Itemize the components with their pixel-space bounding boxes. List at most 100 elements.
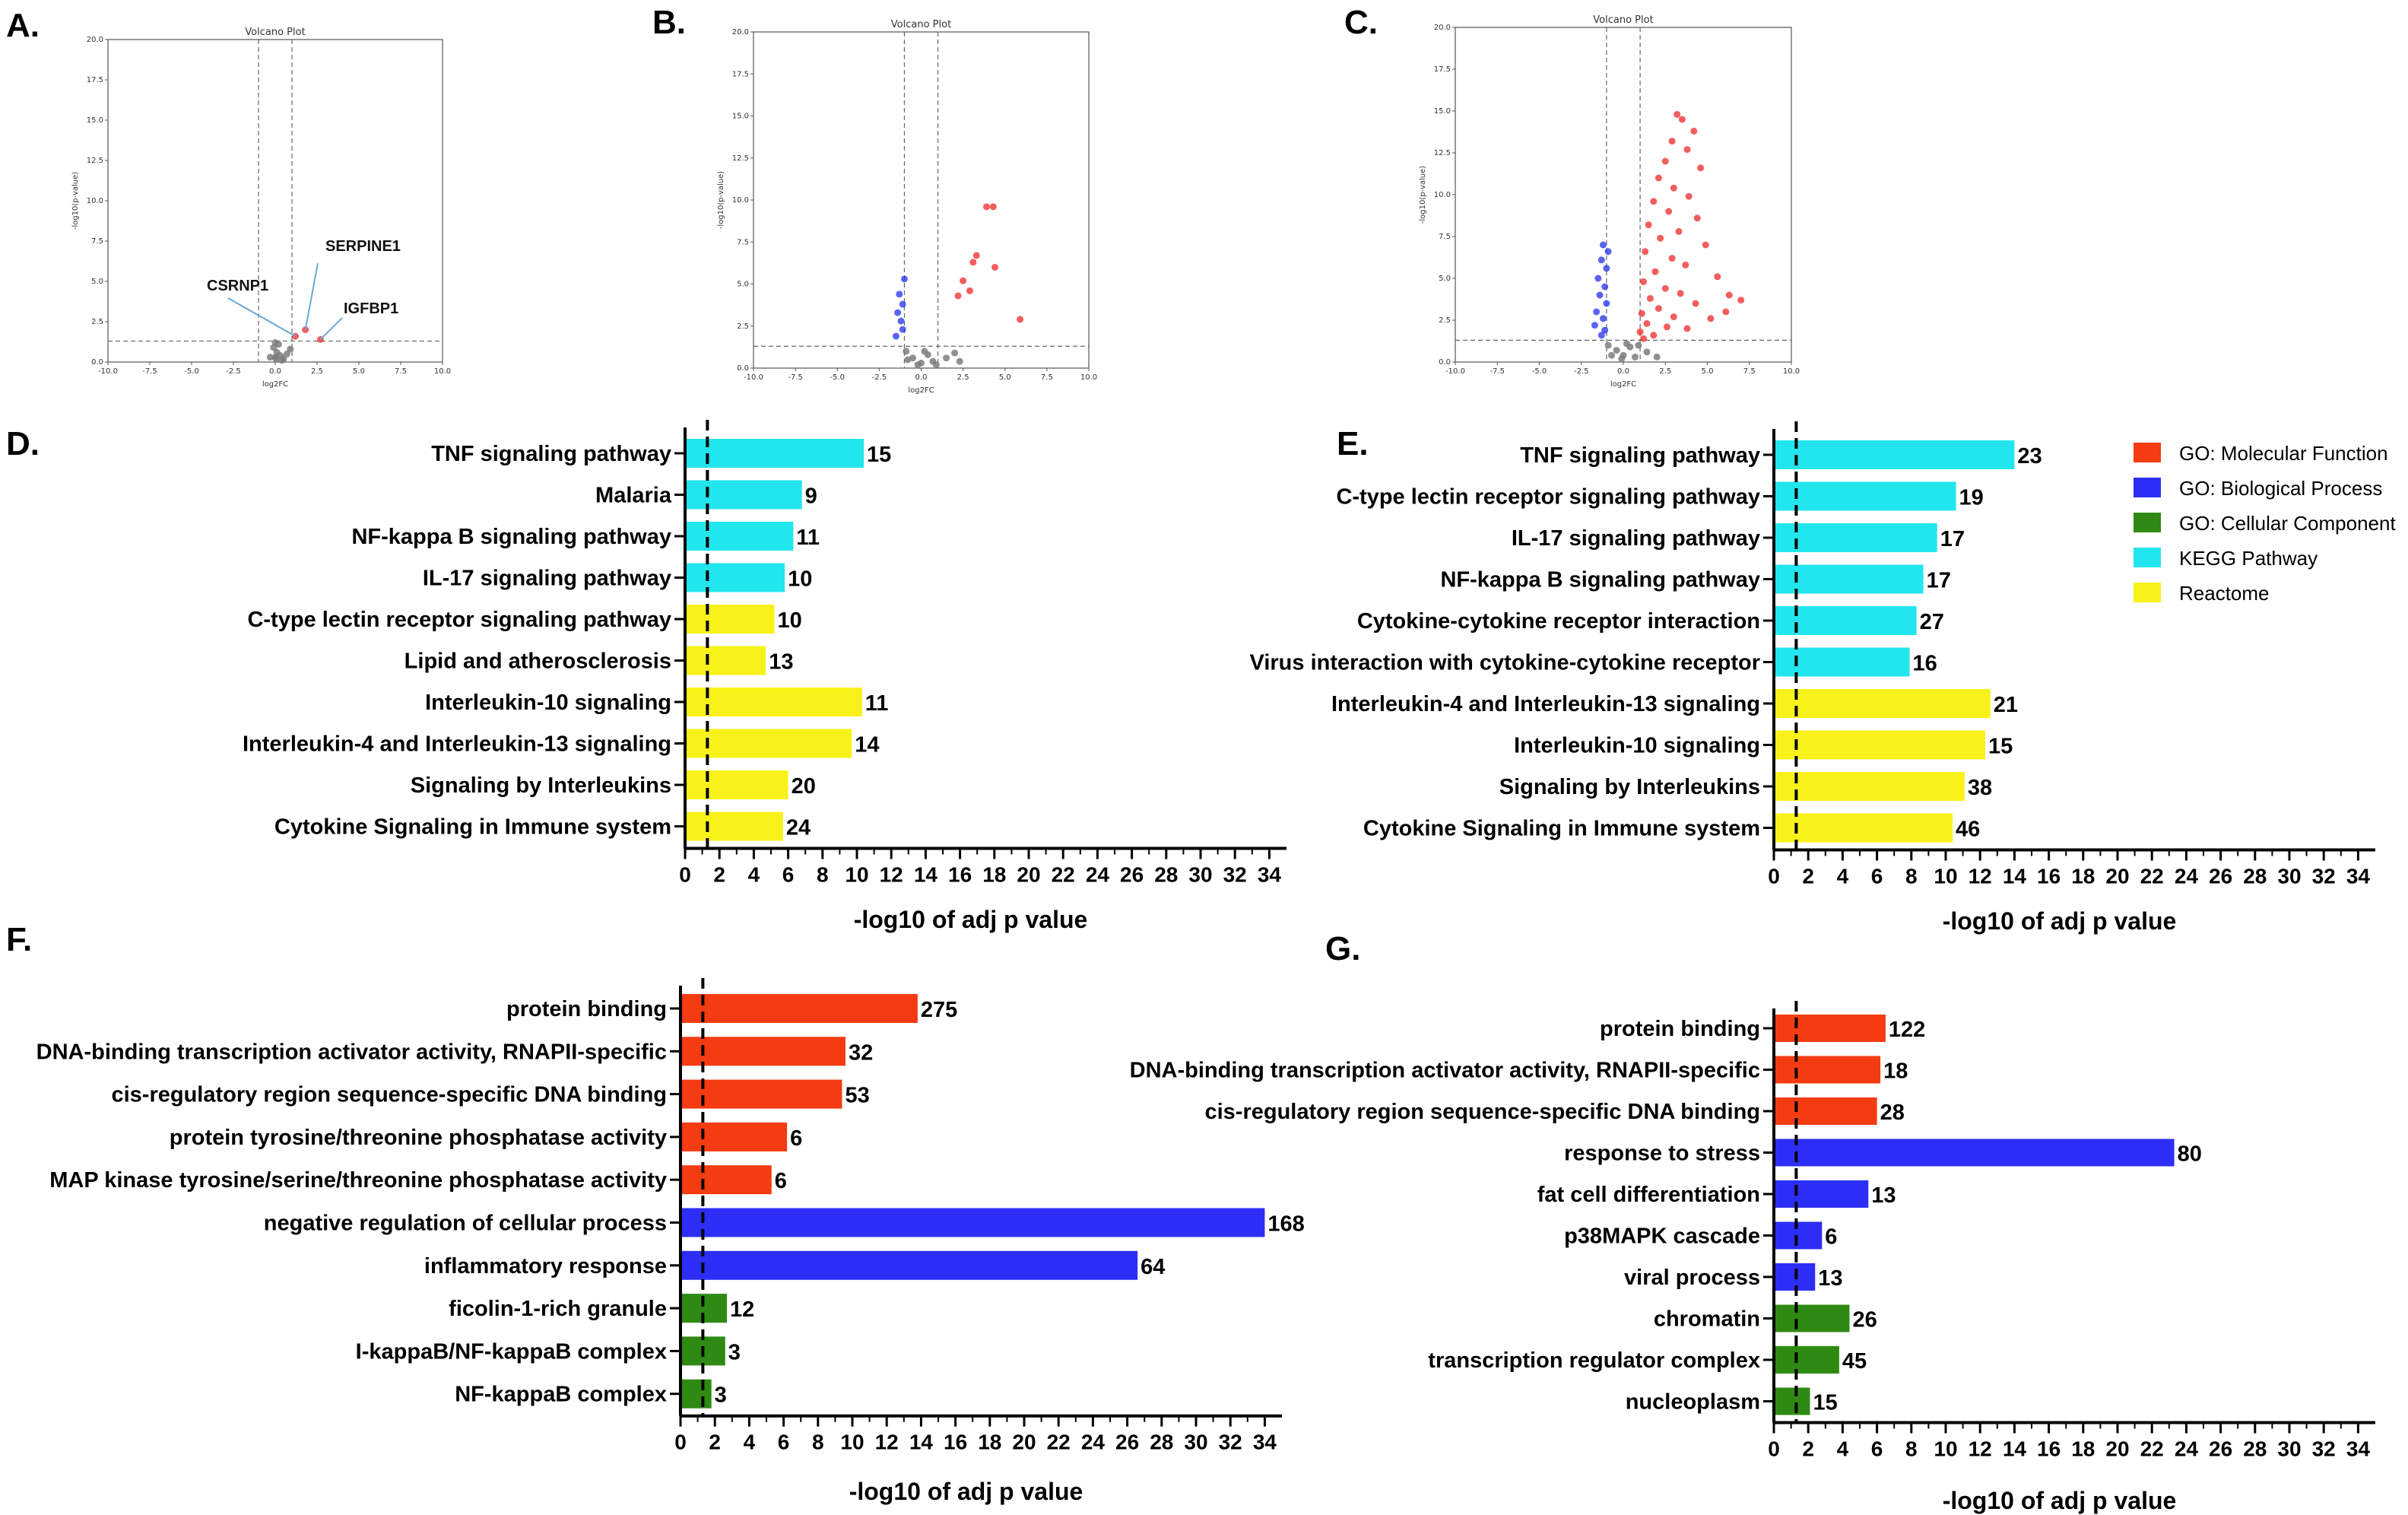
x-tick-label: 12 — [1969, 865, 1992, 888]
down-point — [896, 291, 903, 298]
up-point — [1670, 313, 1677, 321]
x-tick-label: 10.0 — [1783, 367, 1800, 376]
x-tick-label: 7.5 — [395, 367, 407, 376]
down-point — [1603, 265, 1610, 272]
panel-label: E. — [1337, 425, 1369, 462]
data-label: 10 — [778, 608, 802, 633]
panel-label: A. — [6, 7, 40, 44]
x-tick-label: 30 — [1184, 1431, 1207, 1454]
annotation-arrow — [319, 317, 343, 341]
x-tick-label: 22 — [2140, 865, 2164, 888]
ns-point — [921, 348, 928, 355]
bar — [687, 439, 865, 468]
y-tick-label: 0.0 — [737, 364, 749, 373]
up-point — [966, 287, 973, 294]
up-point — [954, 292, 962, 300]
data-label: 11 — [796, 526, 820, 550]
x-tick-label: 5.0 — [353, 367, 365, 376]
data-label: 23 — [2017, 444, 2042, 468]
ns-point — [1604, 341, 1612, 349]
x-tick-label: 2 — [1802, 865, 1814, 888]
ns-point — [266, 354, 274, 361]
x-tick-label: -2.5 — [1574, 367, 1589, 376]
data-label: 64 — [1141, 1255, 1165, 1279]
bar — [682, 1079, 842, 1109]
up-point — [1661, 284, 1669, 292]
x-tick-label: 34 — [2346, 865, 2371, 888]
category-label: Signaling by Interleukins — [1499, 775, 1760, 799]
down-point — [1603, 300, 1610, 307]
bar — [687, 646, 766, 675]
y-tick-label: 5.0 — [737, 281, 749, 289]
down-point — [1597, 332, 1605, 339]
x-tick-label: 6 — [782, 863, 795, 887]
x-tick-label: 26 — [1115, 1431, 1139, 1454]
category-label: Signaling by Interleukins — [411, 773, 671, 798]
up-point — [1670, 184, 1677, 192]
down-point — [1601, 326, 1609, 334]
plot-frame — [1455, 27, 1792, 363]
data-label: 6 — [790, 1126, 802, 1151]
category-label: fat cell differentiation — [1537, 1183, 1760, 1207]
x-tick-label: 30 — [1188, 863, 1212, 887]
y-tick-label: 17.5 — [732, 70, 749, 78]
bar — [1775, 523, 1937, 552]
up-point — [1692, 300, 1699, 307]
bar — [687, 811, 783, 841]
legend-swatch — [2134, 583, 2161, 602]
legend-swatch — [2134, 548, 2161, 567]
category-label: IL-17 signaling pathway — [423, 567, 671, 591]
y-axis-label: -log10(p-value) — [717, 171, 725, 229]
x-tick-label: 6 — [778, 1431, 790, 1454]
x-tick-label: 30 — [2277, 1437, 2301, 1461]
up-point — [960, 277, 967, 284]
down-point — [899, 326, 906, 333]
x-tick-label: 16 — [2037, 1437, 2061, 1461]
category-label: protein binding — [506, 997, 667, 1021]
x-tick-label: -5.0 — [184, 367, 199, 376]
category-label: response to stress — [1564, 1142, 1760, 1166]
up-point — [1661, 157, 1669, 165]
bar — [1775, 1056, 1881, 1084]
x-tick-label: 34 — [1258, 863, 1282, 887]
plot-title: Volcano Plot — [891, 19, 951, 30]
up-point — [1668, 255, 1676, 262]
data-label: 38 — [1968, 776, 1992, 800]
ns-point — [1635, 341, 1642, 349]
data-label: 3 — [728, 1340, 741, 1364]
data-label: 28 — [1880, 1101, 1905, 1125]
x-tick-label: 10.0 — [1080, 373, 1097, 382]
bar — [682, 1379, 712, 1409]
bar — [687, 522, 794, 551]
x-tick-label: -7.5 — [788, 373, 803, 382]
data-label: 27 — [1920, 610, 1944, 634]
data-label: 80 — [2178, 1142, 2202, 1167]
bar — [1775, 1346, 1839, 1374]
x-tick-label: 2.5 — [1659, 367, 1671, 376]
bar — [1775, 1221, 1823, 1250]
category-label: ficolin-1-rich granule — [449, 1297, 667, 1321]
x-tick-label: 12 — [875, 1431, 899, 1454]
bar — [1775, 1015, 1886, 1042]
bar — [682, 1250, 1138, 1280]
x-axis-label: -log10 of adj p value — [1943, 1487, 2177, 1514]
x-tick-label: 10 — [1934, 865, 1957, 888]
y-tick-label: 2.5 — [91, 318, 103, 326]
x-tick-label: 5.0 — [1702, 367, 1714, 376]
x-tick-label: 10 — [840, 1431, 864, 1454]
bar — [1775, 440, 2015, 469]
ns-point — [1643, 348, 1651, 356]
legend: GO: Molecular Function GO: Biological Pro… — [2134, 442, 2396, 605]
up-point — [1650, 198, 1658, 205]
x-tick-label: 34 — [1253, 1431, 1277, 1454]
x-tick-label: 0 — [1768, 865, 1780, 888]
down-point — [1597, 256, 1605, 264]
x-tick-label: 0.0 — [1617, 367, 1629, 376]
x-axis-label: -log10 of adj p value — [849, 1478, 1083, 1505]
data-label: 122 — [1889, 1018, 1925, 1042]
up-point — [1683, 325, 1691, 332]
up-point — [1642, 248, 1649, 256]
y-tick-label: 10.0 — [732, 196, 749, 205]
category-label: C-type lectin receptor signaling pathway — [1336, 485, 1760, 510]
x-tick-label: 24 — [1086, 863, 1110, 887]
